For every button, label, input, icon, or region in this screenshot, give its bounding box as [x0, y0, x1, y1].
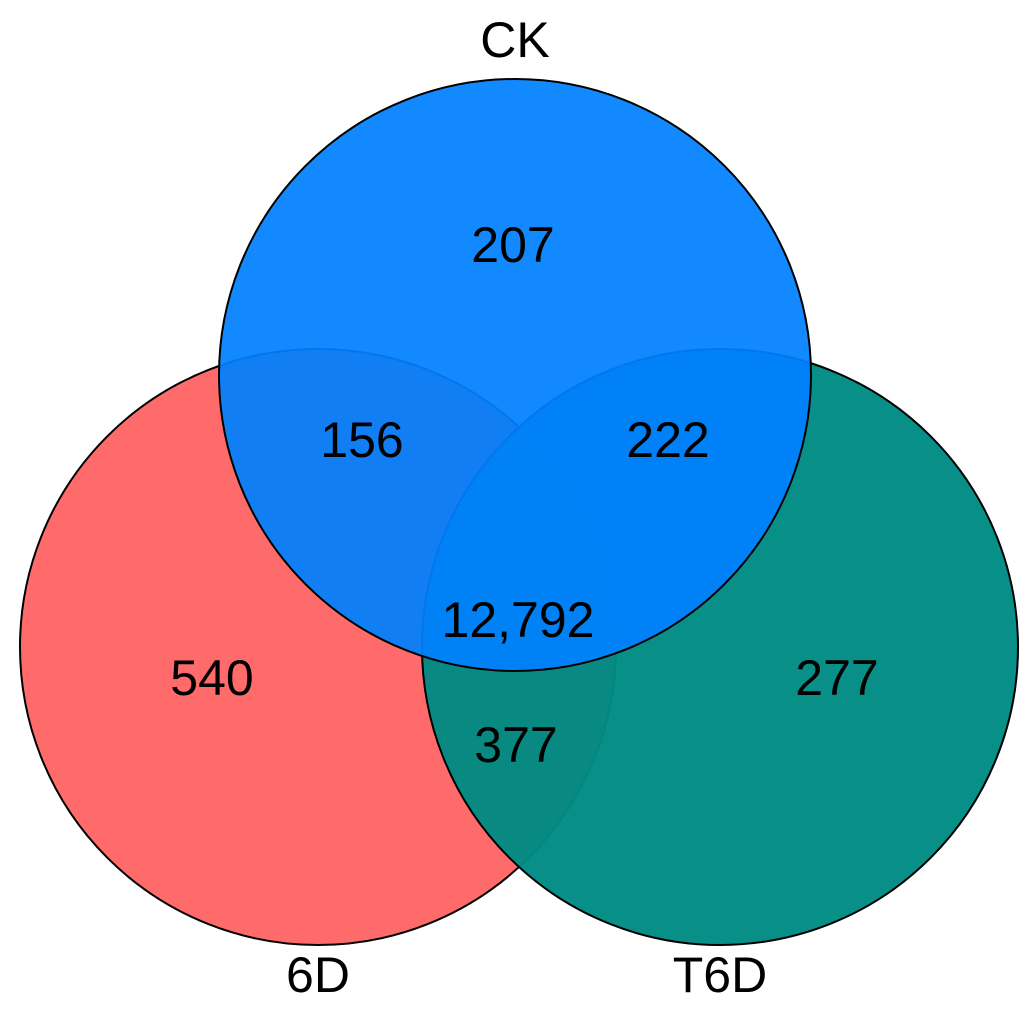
region-ck-t6d: 222	[626, 412, 709, 468]
set-label-ck: CK	[480, 12, 549, 68]
region-ck-only: 207	[471, 217, 554, 273]
set-label-6d: 6D	[286, 947, 350, 1003]
region-ck-6d: 156	[320, 412, 403, 468]
set-ck-circle	[218, 78, 812, 672]
region-6d-only: 540	[170, 650, 253, 706]
region-all: 12,792	[442, 592, 595, 648]
set-label-t6d: T6D	[673, 947, 767, 1003]
region-6d-t6d: 377	[474, 717, 557, 773]
region-t6d-only: 277	[795, 650, 878, 706]
